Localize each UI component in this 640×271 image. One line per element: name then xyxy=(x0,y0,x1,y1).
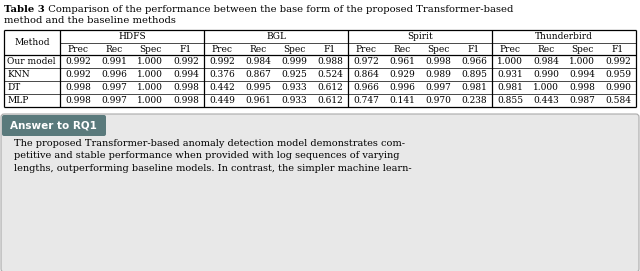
Text: 0.981: 0.981 xyxy=(497,83,523,92)
Text: 0.997: 0.997 xyxy=(101,96,127,105)
Text: Prec: Prec xyxy=(499,44,520,53)
Text: lengths, outperforming baseline models. In contrast, the simpler machine learn-: lengths, outperforming baseline models. … xyxy=(14,164,412,173)
Text: Rec: Rec xyxy=(394,44,411,53)
Text: 0.999: 0.999 xyxy=(281,57,307,66)
Text: 0.989: 0.989 xyxy=(425,70,451,79)
Text: F1: F1 xyxy=(324,44,336,53)
Text: 0.998: 0.998 xyxy=(65,83,91,92)
Text: 0.972: 0.972 xyxy=(353,57,379,66)
Text: Rec: Rec xyxy=(538,44,555,53)
Text: 0.442: 0.442 xyxy=(209,83,235,92)
Text: 0.998: 0.998 xyxy=(65,96,91,105)
Text: 0.612: 0.612 xyxy=(317,83,343,92)
Text: 1.000: 1.000 xyxy=(137,57,163,66)
Text: Thunderbird: Thunderbird xyxy=(535,32,593,41)
Text: 0.990: 0.990 xyxy=(533,70,559,79)
Text: 0.997: 0.997 xyxy=(425,83,451,92)
Text: 0.970: 0.970 xyxy=(425,96,451,105)
Text: Prec: Prec xyxy=(355,44,376,53)
Text: 0.747: 0.747 xyxy=(353,96,379,105)
Text: Prec: Prec xyxy=(211,44,232,53)
Text: Spirit: Spirit xyxy=(407,32,433,41)
Text: petitive and stable performance when provided with log sequences of varying: petitive and stable performance when pro… xyxy=(14,151,399,160)
Text: HDFS: HDFS xyxy=(118,32,146,41)
Text: 0.141: 0.141 xyxy=(389,96,415,105)
Text: 0.612: 0.612 xyxy=(317,96,343,105)
Text: 0.966: 0.966 xyxy=(353,83,379,92)
Text: 0.998: 0.998 xyxy=(173,96,199,105)
Text: 0.992: 0.992 xyxy=(65,57,91,66)
Text: 0.998: 0.998 xyxy=(569,83,595,92)
Text: 0.895: 0.895 xyxy=(461,70,487,79)
Text: 1.000: 1.000 xyxy=(137,96,163,105)
Text: 0.995: 0.995 xyxy=(245,83,271,92)
Text: 0.959: 0.959 xyxy=(605,70,631,79)
Text: 1.000: 1.000 xyxy=(497,57,523,66)
Text: F1: F1 xyxy=(180,44,192,53)
Text: Spec: Spec xyxy=(139,44,161,53)
Text: 0.992: 0.992 xyxy=(605,57,631,66)
Text: 0.449: 0.449 xyxy=(209,96,235,105)
Text: 0.966: 0.966 xyxy=(461,57,487,66)
Text: 0.961: 0.961 xyxy=(389,57,415,66)
Text: 0.376: 0.376 xyxy=(209,70,235,79)
Text: F1: F1 xyxy=(468,44,480,53)
Text: 0.961: 0.961 xyxy=(245,96,271,105)
Text: 0.998: 0.998 xyxy=(173,83,199,92)
Text: 0.524: 0.524 xyxy=(317,70,343,79)
FancyBboxPatch shape xyxy=(2,115,106,136)
Text: 1.000: 1.000 xyxy=(137,70,163,79)
Text: 0.984: 0.984 xyxy=(245,57,271,66)
Text: Comparison of the performance between the base form of the proposed Transformer-: Comparison of the performance between th… xyxy=(42,5,513,14)
FancyBboxPatch shape xyxy=(1,114,639,271)
Text: 0.987: 0.987 xyxy=(569,96,595,105)
Text: The proposed Transformer-based anomaly detection model demonstrates com-: The proposed Transformer-based anomaly d… xyxy=(14,139,405,148)
Text: Spec: Spec xyxy=(571,44,593,53)
Text: 0.984: 0.984 xyxy=(533,57,559,66)
Text: 0.996: 0.996 xyxy=(101,70,127,79)
Text: 0.991: 0.991 xyxy=(101,57,127,66)
Text: KNN: KNN xyxy=(7,70,29,79)
Text: Table 3: Table 3 xyxy=(4,5,45,14)
Text: Our model: Our model xyxy=(7,57,56,66)
Text: method and the baseline methods: method and the baseline methods xyxy=(4,16,176,25)
Text: 1.000: 1.000 xyxy=(533,83,559,92)
Text: BGL: BGL xyxy=(266,32,286,41)
Text: 0.929: 0.929 xyxy=(389,70,415,79)
Text: 0.981: 0.981 xyxy=(461,83,487,92)
Text: 0.992: 0.992 xyxy=(209,57,235,66)
Text: 0.990: 0.990 xyxy=(605,83,631,92)
Text: 0.933: 0.933 xyxy=(281,96,307,105)
Text: 0.443: 0.443 xyxy=(533,96,559,105)
Text: 0.996: 0.996 xyxy=(389,83,415,92)
Text: Rec: Rec xyxy=(250,44,267,53)
Text: 0.867: 0.867 xyxy=(245,70,271,79)
Text: 0.931: 0.931 xyxy=(497,70,523,79)
Text: 0.855: 0.855 xyxy=(497,96,523,105)
Text: 1.000: 1.000 xyxy=(569,57,595,66)
Text: Prec: Prec xyxy=(67,44,88,53)
Text: 0.997: 0.997 xyxy=(101,83,127,92)
Text: 0.994: 0.994 xyxy=(173,70,199,79)
Text: Spec: Spec xyxy=(427,44,449,53)
Text: DT: DT xyxy=(7,83,20,92)
Bar xyxy=(4,128,104,134)
Text: 0.992: 0.992 xyxy=(65,70,91,79)
Text: 0.933: 0.933 xyxy=(281,83,307,92)
Text: 0.925: 0.925 xyxy=(281,70,307,79)
Text: Method: Method xyxy=(14,38,50,47)
Text: 1.000: 1.000 xyxy=(137,83,163,92)
Text: Answer to RQ1: Answer to RQ1 xyxy=(10,121,97,131)
Text: 0.864: 0.864 xyxy=(353,70,379,79)
Text: F1: F1 xyxy=(612,44,624,53)
Text: 0.988: 0.988 xyxy=(317,57,343,66)
Text: MLP: MLP xyxy=(7,96,28,105)
Text: 0.238: 0.238 xyxy=(461,96,487,105)
Text: 0.992: 0.992 xyxy=(173,57,199,66)
Text: Spec: Spec xyxy=(283,44,305,53)
Text: 0.584: 0.584 xyxy=(605,96,631,105)
Text: 0.998: 0.998 xyxy=(425,57,451,66)
Text: 0.994: 0.994 xyxy=(569,70,595,79)
Text: Rec: Rec xyxy=(106,44,123,53)
